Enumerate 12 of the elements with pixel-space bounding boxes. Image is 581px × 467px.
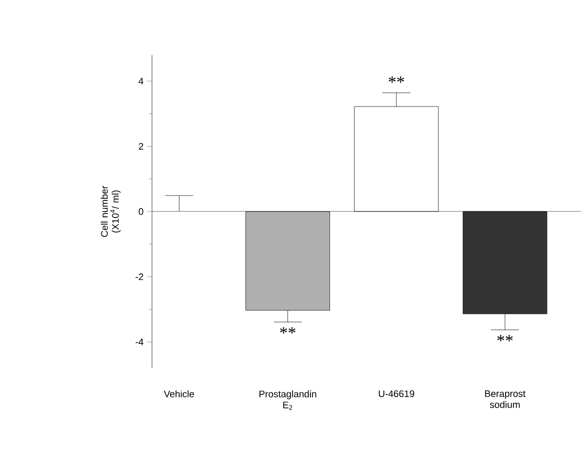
x-tick-label: Vehicle bbox=[164, 390, 194, 398]
y-tick-label: -2 bbox=[136, 273, 144, 280]
y-tick-label: 2 bbox=[138, 142, 144, 150]
annotation: ** bbox=[280, 327, 296, 334]
y-tick-label: -4 bbox=[136, 338, 144, 346]
y-tick-label: 0 bbox=[138, 208, 144, 215]
y-tick-label: 4 bbox=[138, 78, 144, 84]
annotation: ** bbox=[388, 76, 404, 83]
x-tick-label: Beraprost sodium bbox=[485, 390, 526, 408]
x-tick-label: Prostaglandin E$_{2}$ bbox=[260, 390, 316, 410]
x-tick-label: U-46619 bbox=[378, 390, 414, 398]
annotation: ** bbox=[497, 335, 513, 342]
